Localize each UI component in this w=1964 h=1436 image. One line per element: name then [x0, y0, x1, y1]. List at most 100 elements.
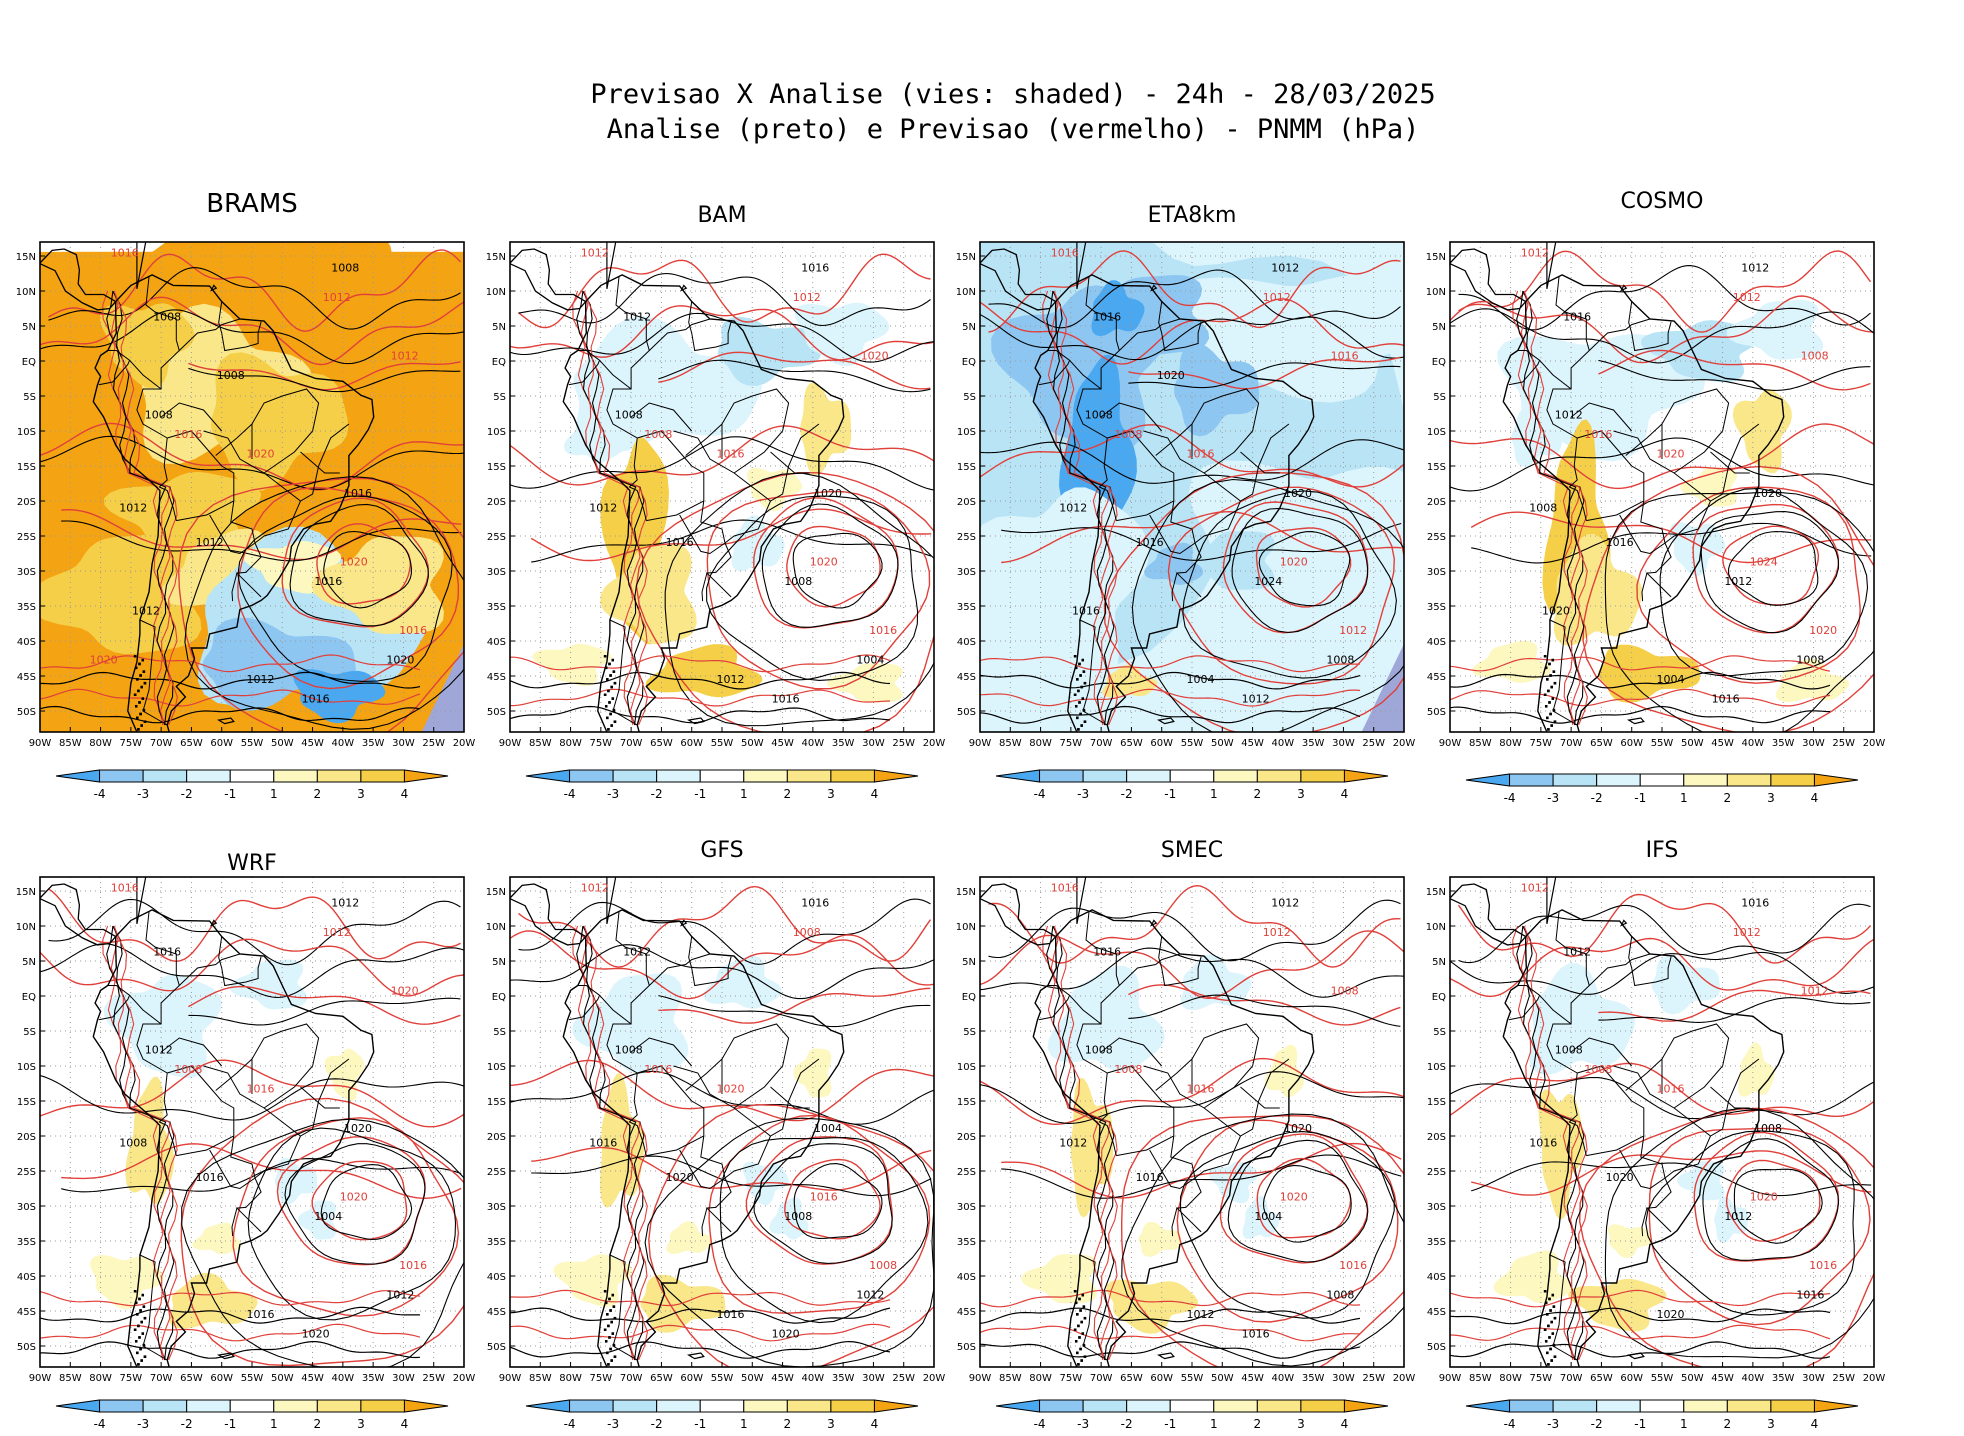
contour-label-forecast: 1008: [1114, 428, 1142, 441]
archipelago-dot: [604, 705, 608, 708]
map-panel-eta8km: 1012 1016 1008 1012 1016 1020 1024 1008 1004 1012…: [956, 203, 1416, 801]
country-border: [300, 1086, 340, 1109]
bias-patch: [298, 1200, 336, 1240]
archipelago-dot: [138, 1297, 141, 1301]
archipelago-dot: [133, 655, 137, 658]
panel-title-gfs: GFS: [700, 838, 743, 863]
contour-label-analysis: 1012: [1724, 1210, 1752, 1223]
analysis-contour: [531, 519, 932, 563]
colorbar-swatch: [1169, 769, 1215, 783]
contour-label-analysis: 1008: [784, 1210, 812, 1223]
colorbar-label: 4: [871, 1417, 879, 1431]
southern-contour: [1450, 1289, 1831, 1308]
country-border: [1661, 388, 1730, 474]
high-forecast-contour: [784, 1158, 881, 1240]
country-border: [1076, 953, 1181, 1074]
country-border: [254, 1135, 301, 1179]
archipelago-dot: [1547, 689, 1550, 693]
lon-tick-label: 50W: [271, 738, 294, 749]
lat-tick-label: 15N: [1426, 887, 1446, 898]
high-analysis-contour: [664, 472, 934, 727]
colorbar-swatch: [142, 1399, 188, 1413]
lon-tick-label: 30W: [392, 738, 415, 749]
country-border: [215, 1058, 253, 1091]
contour-label-analysis: 1016: [1072, 604, 1100, 617]
analysis-contour: [40, 435, 464, 490]
contour-label-forecast: 1012: [793, 291, 821, 304]
coastline-island: [1626, 717, 1645, 725]
contour-label-analysis: 1012: [1563, 945, 1591, 958]
lon-tick-label: 30W: [862, 1373, 885, 1384]
andes-contour: [1523, 290, 1588, 726]
archipelago-dot: [609, 712, 612, 716]
colorbar: -4 -3 -2 -1 1 2 3 4: [995, 1399, 1389, 1431]
contour-label-analysis: 1016: [801, 261, 829, 274]
country-border: [218, 936, 262, 987]
bias-patch: [1538, 1089, 1585, 1220]
colorbar-label: -4: [94, 1417, 106, 1431]
coastline-central-america: [40, 248, 117, 311]
lat-tick-label: 30S: [17, 567, 36, 578]
contour-label-forecast: 1012: [323, 926, 351, 939]
bias-patch: [1208, 1161, 1258, 1204]
lat-tick-label: 40S: [17, 637, 36, 648]
lat-tick-label: 35S: [487, 602, 506, 613]
archipelago-dot: [134, 705, 138, 708]
bias-patch: [742, 1161, 789, 1206]
lon-tick-label: 80W: [1499, 1373, 1522, 1384]
country-border: [1100, 402, 1163, 432]
lon-tick-label: 20W: [1863, 1373, 1886, 1384]
colorbar-swatch: [1213, 1399, 1258, 1413]
archipelago-dot: [141, 697, 145, 700]
contour-label-analysis: 1012: [145, 1043, 173, 1056]
lat-tick-label: EQ: [1432, 357, 1446, 368]
coastline-island: [606, 877, 617, 925]
lat-tick-label: 10N: [1426, 287, 1446, 298]
bias-patch: [210, 352, 349, 491]
lat-tick-label: 10S: [17, 427, 36, 438]
panel-title-brams: BRAMS: [206, 189, 298, 219]
colorbar-label: -4: [94, 787, 106, 801]
archipelago-dot: [1073, 1328, 1077, 1331]
high-analysis-contour: [719, 1137, 929, 1324]
colorbar-swatch: [786, 769, 832, 783]
lat-tick-label: 45S: [1427, 672, 1446, 683]
archipelago-dot: [133, 1290, 137, 1293]
contour-label-forecast: 1016: [1051, 247, 1079, 260]
analysis-contour: [980, 947, 1404, 998]
contour-label-analysis: 1008: [784, 575, 812, 588]
contour-label-analysis: 1016: [1136, 536, 1164, 549]
colorbar-arrow-high: [403, 1399, 449, 1413]
lon-tick-label: 90W: [499, 738, 522, 749]
lon-tick-label: 55W: [241, 738, 264, 749]
country-border: [629, 1121, 647, 1156]
contour-label-analysis: 1016: [1606, 536, 1634, 549]
contour-label-analysis: 1016: [1529, 1137, 1557, 1150]
country-border: [254, 500, 301, 544]
country-border: [158, 1072, 168, 1123]
contour-label-analysis: 1012: [331, 896, 359, 909]
country-border: [235, 542, 262, 598]
lon-tick-label: 90W: [29, 1373, 52, 1384]
colorbar-label: -4: [564, 787, 576, 801]
country-border: [1508, 350, 1541, 386]
country-border: [721, 1023, 790, 1109]
southern-contour: [1450, 1324, 1831, 1341]
analysis-contour: [1128, 362, 1401, 389]
country-border: [145, 276, 180, 351]
contour-label-forecast: 1024: [1750, 555, 1778, 568]
southern-contour: [40, 688, 421, 707]
contour-label-analysis: 1016: [1741, 896, 1769, 909]
archipelago-dot: [1546, 1313, 1549, 1316]
coastline-island: [680, 919, 688, 927]
high-forecast-contour: [237, 486, 460, 690]
archipelago-dot: [606, 716, 609, 720]
colorbar-label: 4: [1341, 787, 1349, 801]
lon-tick-label: 55W: [711, 1373, 734, 1384]
lat-tick-label: 15S: [487, 462, 506, 473]
high-analysis-contour: [1227, 1139, 1369, 1263]
panel-title-eta8km: ETA8km: [1148, 203, 1237, 228]
analysis-contour: [518, 898, 931, 965]
colorbar-label: 4: [401, 787, 409, 801]
colorbar-arrow-high: [873, 769, 919, 783]
